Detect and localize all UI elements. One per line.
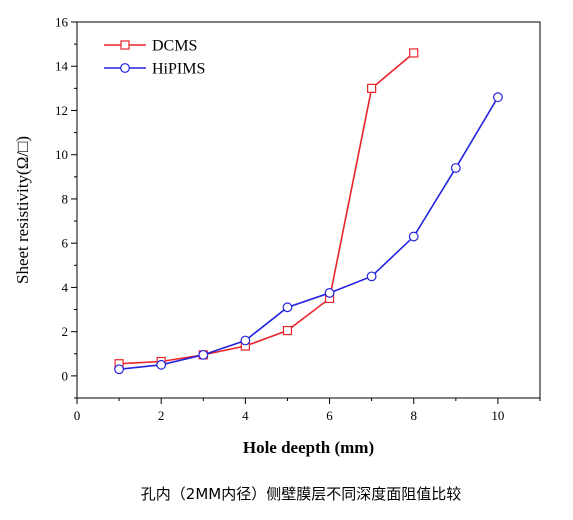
data-point-hipims-3	[240, 335, 251, 346]
data-point-hipims-9	[493, 92, 503, 103]
y-tick-label-4: 8	[62, 191, 69, 206]
data-point-hipims-6	[366, 271, 377, 282]
ticks-layer: 0 2 4 6 8 10 0 2 4 6 8 10 12 14 16	[55, 15, 541, 423]
data-point-hipims-5	[324, 288, 335, 298]
data-point-hipims-7	[408, 231, 419, 242]
legend-marker-hipims	[120, 63, 130, 73]
series-line-dcms	[119, 52, 415, 365]
legend-label-dcms: DCMS	[152, 38, 197, 55]
legend: DCMS HiPIMS	[104, 38, 205, 78]
plot-frame	[76, 21, 541, 399]
y-tick-label-3: 6	[62, 236, 69, 251]
series-line-hipims	[119, 96, 499, 371]
data-point-hipims-1	[156, 359, 167, 370]
x-tick-label-3: 6	[326, 408, 333, 423]
legend-label-hipims: HiPIMS	[152, 61, 205, 78]
x-tick-label-5: 10	[491, 408, 504, 423]
data-point-hipims-8	[450, 163, 461, 173]
data-point-hipims-4	[282, 302, 293, 313]
figure-caption: 孔内（2MM内径）侧壁膜层不同深度面阻值比较	[141, 485, 461, 503]
data-point-dcms-6	[367, 83, 377, 93]
y-tick-label-1: 2	[62, 324, 69, 339]
x-tick-label-2: 4	[242, 408, 249, 423]
legend-marker-dcms	[120, 40, 130, 50]
y-tick-label-2: 4	[62, 280, 69, 295]
data-point-dcms-7	[409, 48, 419, 58]
x-axis-title: Hole deepth (mm)	[243, 438, 374, 457]
x-tick-label-1: 2	[158, 408, 165, 423]
y-tick-label-0: 0	[62, 368, 69, 383]
data-point-hipims-2	[198, 349, 209, 360]
data-point-dcms-4	[282, 325, 293, 336]
x-tick-label-4: 8	[410, 408, 417, 423]
y-tick-label-5: 10	[55, 147, 68, 162]
y-axis-title: Sheet resistivity(Ω/□)	[13, 136, 32, 284]
y-tick-label-7: 14	[55, 59, 69, 74]
x-tick-label-0: 0	[74, 408, 81, 423]
y-tick-label-6: 12	[55, 103, 68, 118]
y-tick-label-8: 16	[55, 15, 69, 30]
series-layer	[114, 48, 503, 375]
data-point-hipims-0	[114, 364, 124, 375]
